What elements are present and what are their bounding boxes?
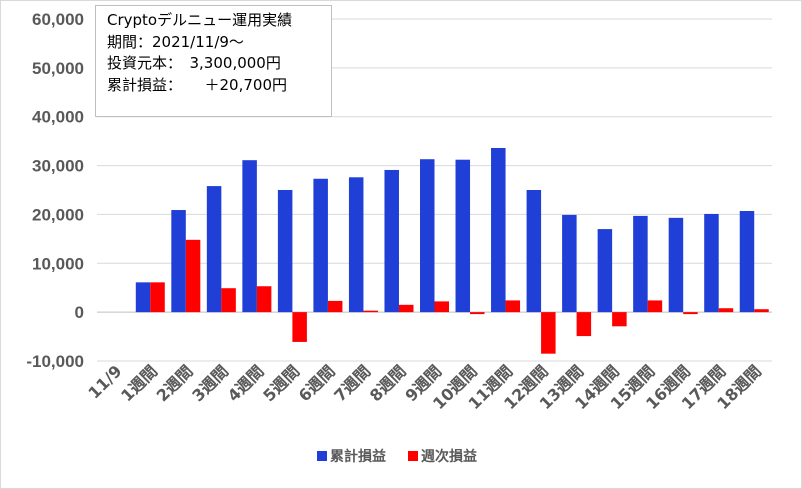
weekly-bar	[612, 312, 627, 327]
cumulative-bar	[277, 190, 293, 313]
legend: 累計損益 週次損益	[317, 448, 477, 465]
x-tick-label: 8週間	[366, 361, 410, 405]
legend-swatch-weekly	[408, 451, 418, 461]
weekly-bar	[398, 304, 414, 313]
cumulative-bar	[455, 159, 471, 313]
cumulative-bar	[526, 190, 542, 313]
weekly-bar	[754, 309, 769, 313]
summary-principal: 投資元本： 3,300,000円	[107, 54, 281, 72]
cumulative-bar	[491, 147, 506, 313]
summary-box: Cryptoデルニュー運用実績 期間：2021/11/9～ 投資元本： 3,30…	[95, 5, 332, 117]
bars	[135, 147, 769, 354]
legend-swatch-cumulative	[317, 451, 327, 461]
weekly-bar	[363, 310, 378, 313]
legend-label-weekly: 週次損益	[421, 448, 477, 465]
cumulative-bar	[384, 169, 399, 313]
weekly-bar	[150, 282, 165, 313]
x-tick-label: 7週間	[330, 361, 374, 405]
x-axis-ticks: 11/91週間2週間3週間4週間5週間6週間7週間8週間9週間10週間11週間1…	[84, 361, 765, 413]
weekly-bar	[541, 312, 556, 354]
weekly-bar	[327, 300, 343, 313]
weekly-bar	[718, 308, 734, 313]
cumulative-bar	[704, 213, 719, 313]
cumulative-bar	[597, 229, 613, 313]
y-tick-label: 40,000	[32, 108, 84, 127]
summary-pnl: 累計損益： ＋20,700円	[107, 75, 287, 94]
y-tick-label: 60,000	[32, 10, 84, 29]
cumulative-bar	[171, 210, 186, 313]
cumulative-bar	[348, 177, 364, 313]
cumulative-bar	[633, 215, 648, 313]
x-tick-label: 5週間	[259, 361, 303, 405]
weekly-bar	[221, 288, 236, 313]
cumulative-bar	[206, 186, 222, 313]
weekly-bar	[292, 312, 307, 342]
legend-label-cumulative: 累計損益	[330, 448, 386, 465]
x-tick-label: 2週間	[153, 361, 197, 405]
weekly-bar	[647, 300, 663, 313]
weekly-bar	[576, 312, 592, 337]
x-tick-label: 11/9	[84, 361, 125, 402]
weekly-bar	[434, 301, 449, 313]
weekly-bar	[505, 300, 521, 313]
cumulative-bar	[739, 211, 755, 313]
y-axis-ticks: 60,000 50,000 40,000 30,000 20,000 10,000 0 -10…	[26, 10, 84, 371]
y-tick-label: -10,000	[26, 352, 84, 371]
summary-period: 期間：2021/11/9～	[107, 32, 244, 51]
summary-title: Cryptoデルニュー運用実績	[107, 11, 293, 29]
cumulative-bar	[668, 217, 684, 313]
y-tick-label: 50,000	[32, 59, 84, 78]
x-tick-label: 6週間	[295, 361, 339, 405]
weekly-bar	[185, 239, 201, 313]
cumulative-bar	[420, 159, 435, 313]
cumulative-bar	[313, 178, 328, 313]
cumulative-bar	[135, 282, 151, 313]
y-tick-label: 20,000	[32, 205, 84, 224]
x-tick-label: 1週間	[117, 361, 161, 405]
weekly-bar	[470, 312, 485, 315]
y-tick-label: 10,000	[32, 254, 84, 273]
x-tick-label: 4週間	[224, 361, 268, 405]
y-tick-label: 0	[75, 303, 84, 322]
y-tick-label: 30,000	[32, 157, 84, 176]
weekly-bar	[256, 286, 272, 313]
weekly-bar	[683, 312, 698, 315]
cumulative-bar	[242, 160, 257, 313]
cumulative-bar	[562, 214, 577, 313]
x-tick-label: 3週間	[188, 361, 232, 405]
